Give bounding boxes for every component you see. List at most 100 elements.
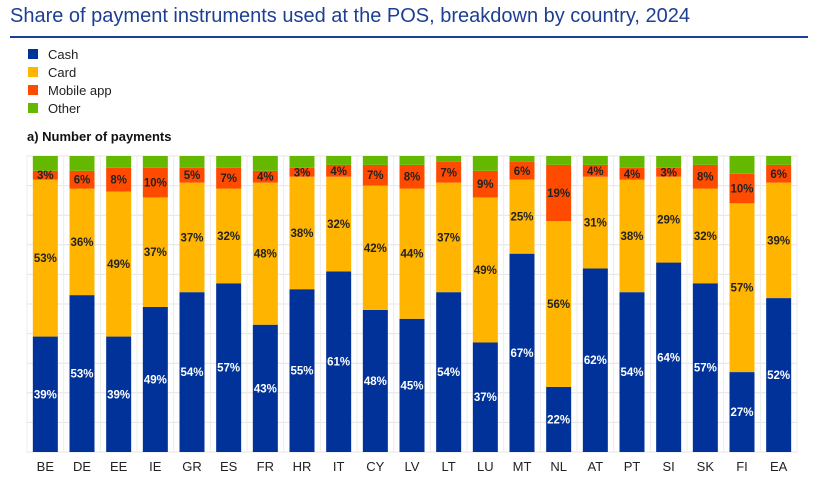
data-label: 52% (767, 370, 790, 382)
data-label: 32% (217, 231, 240, 243)
data-label: 39% (767, 235, 790, 247)
bar-segment-card (656, 176, 682, 263)
bar-segment-mobile-app (619, 167, 645, 180)
bar-segment-cash (216, 283, 242, 452)
bar-segment-cash (289, 289, 315, 452)
bar-segment-mobile-app (106, 167, 132, 192)
bar-segment-other (142, 156, 168, 168)
data-label: 32% (327, 219, 350, 231)
bar-segment-mobile-app (142, 167, 168, 198)
bar-segment-cash (546, 386, 572, 452)
bar-segment-mobile-app (69, 170, 95, 189)
data-label: 3% (37, 170, 54, 182)
data-label: 37% (474, 392, 497, 404)
data-label: 7% (367, 170, 384, 182)
data-label: 27% (730, 407, 753, 419)
bar-segment-other (32, 156, 58, 171)
data-label: 62% (584, 355, 607, 367)
bar-segment-card (692, 188, 718, 284)
bar-segment-mobile-app (399, 164, 425, 189)
legend-swatch (28, 49, 38, 59)
bar-segment-cash (692, 283, 718, 452)
bar-segment-mobile-app (179, 167, 205, 183)
x-tick-label: NL (550, 459, 567, 474)
bar-segment-other (656, 156, 682, 168)
data-label: 38% (620, 231, 643, 243)
bar-segment-card (32, 179, 58, 337)
chart-title: Share of payment instruments used at the… (10, 5, 691, 27)
bar-segment-other (546, 156, 572, 165)
bar-segment-mobile-app (472, 170, 498, 198)
x-tick-label: IE (149, 459, 162, 474)
legend-item: Mobile app (28, 81, 112, 99)
x-tick-label: HR (293, 459, 312, 474)
bar-segment-mobile-app (362, 164, 388, 186)
bar-segment-other (179, 156, 205, 168)
data-label: 4% (624, 169, 641, 181)
legend-label: Cash (48, 46, 79, 62)
data-label: 44% (400, 249, 423, 261)
data-label: 9% (477, 179, 494, 191)
x-tick-label: LV (405, 459, 420, 474)
data-label: 5% (184, 170, 201, 182)
data-label: 38% (290, 228, 313, 240)
data-label: 54% (620, 367, 643, 379)
x-tick-label: FR (257, 459, 274, 474)
x-tick-label: ES (220, 459, 238, 474)
x-tick-label: EA (770, 459, 788, 474)
x-tick-label: LU (477, 459, 494, 474)
bar-segment-card (436, 182, 462, 293)
bar-segment-mobile-app (692, 164, 718, 189)
data-label: 45% (400, 380, 423, 392)
data-label: 31% (584, 218, 607, 230)
data-label: 39% (34, 389, 57, 401)
legend-label: Other (48, 100, 81, 116)
bar-segment-cash (69, 295, 95, 452)
data-label: 53% (34, 253, 57, 265)
bar-segment-card (472, 197, 498, 343)
bar-segment-mobile-app (32, 170, 58, 180)
data-label: 48% (364, 376, 387, 388)
x-tick-label: GR (182, 459, 202, 474)
data-label: 55% (290, 366, 313, 378)
bar-segment-other (362, 156, 388, 165)
bar-segment-card (399, 188, 425, 319)
bar-segment-cash (252, 324, 278, 452)
bar-segment-card (142, 197, 168, 307)
x-tick-label: LT (442, 459, 456, 474)
bar-segment-mobile-app (656, 167, 682, 177)
bar-segment-mobile-app (582, 164, 608, 177)
bar-segment-card (729, 203, 755, 373)
bar-segment-other (399, 156, 425, 165)
bar-segment-other (582, 156, 608, 165)
x-tick-label: DE (73, 459, 91, 474)
bar-segment-other (729, 156, 755, 174)
legend-item: Cash (28, 45, 112, 63)
bar-segment-cash (436, 292, 462, 452)
bar-segment-mobile-app (546, 164, 572, 222)
bar-segment-card (362, 185, 388, 310)
bar-segment-cash (32, 336, 58, 452)
legend-swatch (28, 67, 38, 77)
data-label: 4% (330, 166, 347, 178)
bar-segment-mobile-app (766, 164, 792, 183)
data-label: 49% (474, 265, 497, 277)
bar-segment-mobile-app (216, 167, 242, 189)
data-label: 3% (294, 167, 311, 179)
data-label: 4% (587, 166, 604, 178)
legend-swatch (28, 103, 38, 113)
data-label: 49% (107, 259, 130, 271)
bar-segment-cash (582, 268, 608, 452)
bar-segment-card (216, 188, 242, 284)
data-label: 3% (660, 167, 677, 179)
data-label: 56% (547, 299, 570, 311)
data-label: 6% (74, 175, 91, 187)
bar-segment-cash (619, 292, 645, 452)
data-label: 19% (547, 188, 570, 200)
bar-segment-cash (656, 262, 682, 452)
bar-segment-other (436, 156, 462, 162)
bar-segment-other (252, 156, 278, 171)
bar-segment-card (106, 191, 132, 337)
x-tick-label: SI (663, 459, 675, 474)
